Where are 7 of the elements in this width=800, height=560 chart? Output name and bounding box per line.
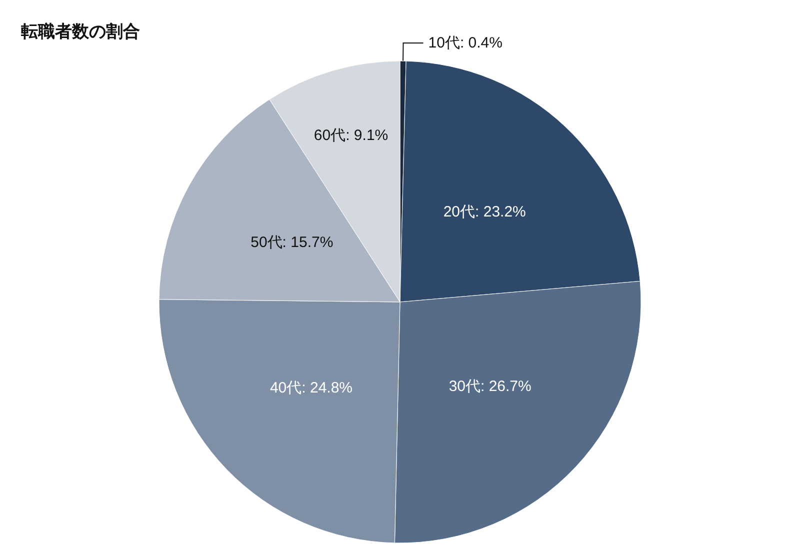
slice-label: 10代: 0.4% <box>428 34 502 52</box>
slice-label: 40代: 24.8% <box>270 379 353 396</box>
slice-label: 60代: 9.1% <box>314 127 388 144</box>
slice-label: 30代: 26.7% <box>448 378 532 395</box>
slice-label: 20代: 23.2% <box>443 204 526 221</box>
chart-title: 転職者数の割合 <box>20 22 140 41</box>
slice-label: 50代: 15.7% <box>250 234 334 251</box>
